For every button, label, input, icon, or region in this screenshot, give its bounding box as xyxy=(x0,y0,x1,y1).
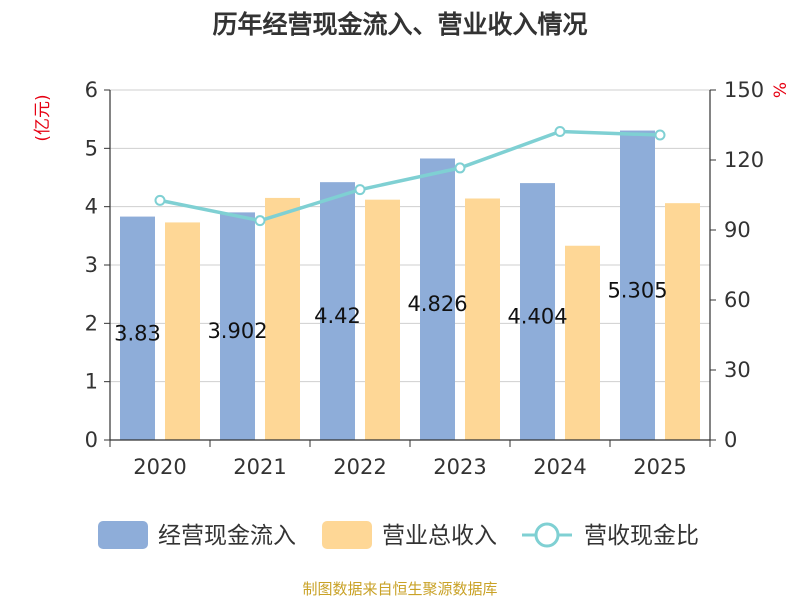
x-axis-tick-label: 2020 xyxy=(133,455,186,479)
legend-label: 经营现金流入 xyxy=(158,523,296,549)
right-axis-tick-label: 120 xyxy=(724,148,764,172)
cash-inflow-value-label: 3.83 xyxy=(114,321,161,345)
x-axis-tick-label: 2021 xyxy=(233,455,286,479)
legend-label: 营业总收入 xyxy=(382,523,497,549)
cash-inflow-bar xyxy=(120,216,155,440)
left-axis-tick-label: 0 xyxy=(85,428,98,452)
left-axis-tick-label: 1 xyxy=(85,370,98,394)
legend: 经营现金流入 营业总收入 营收现金比 xyxy=(98,521,699,549)
cash-inflow-bar xyxy=(320,182,355,440)
x-axis-tick-label: 2024 xyxy=(533,455,586,479)
cash-inflow-bar xyxy=(520,183,555,440)
legend-label: 营收现金比 xyxy=(584,523,699,549)
bars xyxy=(120,130,700,440)
data-labels: 3.83 3.902 4.42 4.826 4.404 5.305 xyxy=(114,278,667,345)
left-axis-tick-label: 4 xyxy=(85,195,98,219)
right-axis-tick-label: 150 xyxy=(724,78,764,102)
left-axis-tick-label: 6 xyxy=(85,78,98,102)
chart-title: 历年经营现金流入、营业收入情况 xyxy=(212,10,587,39)
revenue-bar xyxy=(465,198,500,440)
right-axis-unit: % xyxy=(771,82,791,98)
legend-swatch xyxy=(322,521,372,549)
revenue-bar xyxy=(165,222,200,440)
x-axis-tick-label: 2022 xyxy=(333,455,386,479)
left-axis-tick-label: 3 xyxy=(85,253,98,277)
x-axis-tick-label: 2023 xyxy=(433,455,486,479)
ratio-point xyxy=(154,194,166,206)
revenue-bar xyxy=(565,245,600,440)
cash-inflow-bar xyxy=(620,130,655,440)
right-axis-tick-label: 30 xyxy=(724,358,751,382)
right-axis-tick-label: 0 xyxy=(724,428,737,452)
legend-ratio: 营收现金比 xyxy=(522,522,699,549)
legend-revenue: 营业总收入 xyxy=(322,521,497,549)
data-source: 制图数据来自恒生聚源数据库 xyxy=(302,580,497,598)
cash-inflow-value-label: 4.42 xyxy=(314,304,361,328)
ratio-line-path xyxy=(159,129,661,223)
cash-inflow-value-label: 5.305 xyxy=(607,278,667,302)
legend-cash-inflow: 经营现金流入 xyxy=(98,521,296,549)
ratio-point xyxy=(454,162,466,174)
cash-inflow-bar xyxy=(420,158,455,440)
right-axis-tick-label: 60 xyxy=(724,288,751,312)
grid-lines xyxy=(110,89,710,383)
revenue-bar xyxy=(265,197,300,440)
revenue-bar xyxy=(365,199,400,440)
left-axis-tick-label: 2 xyxy=(85,311,98,335)
ratio-point xyxy=(554,126,566,138)
right-axis-tick-label: 90 xyxy=(724,218,751,242)
x-axis-tick-label: 2025 xyxy=(633,455,686,479)
legend-marker xyxy=(534,522,560,548)
ratio-point xyxy=(354,184,366,196)
legend-swatch xyxy=(98,521,148,549)
revenue-bar xyxy=(665,203,700,440)
cash-inflow-value-label: 3.902 xyxy=(207,319,267,343)
left-axis-tick-label: 5 xyxy=(85,136,98,160)
ratio-line xyxy=(154,126,666,227)
cash-inflow-bar xyxy=(220,212,255,440)
cash-inflow-value-label: 4.404 xyxy=(507,305,567,329)
cash-inflow-value-label: 4.826 xyxy=(407,292,467,316)
ratio-point xyxy=(254,215,266,227)
left-axis-unit: (亿元) xyxy=(33,94,53,141)
ratio-point xyxy=(654,129,666,141)
